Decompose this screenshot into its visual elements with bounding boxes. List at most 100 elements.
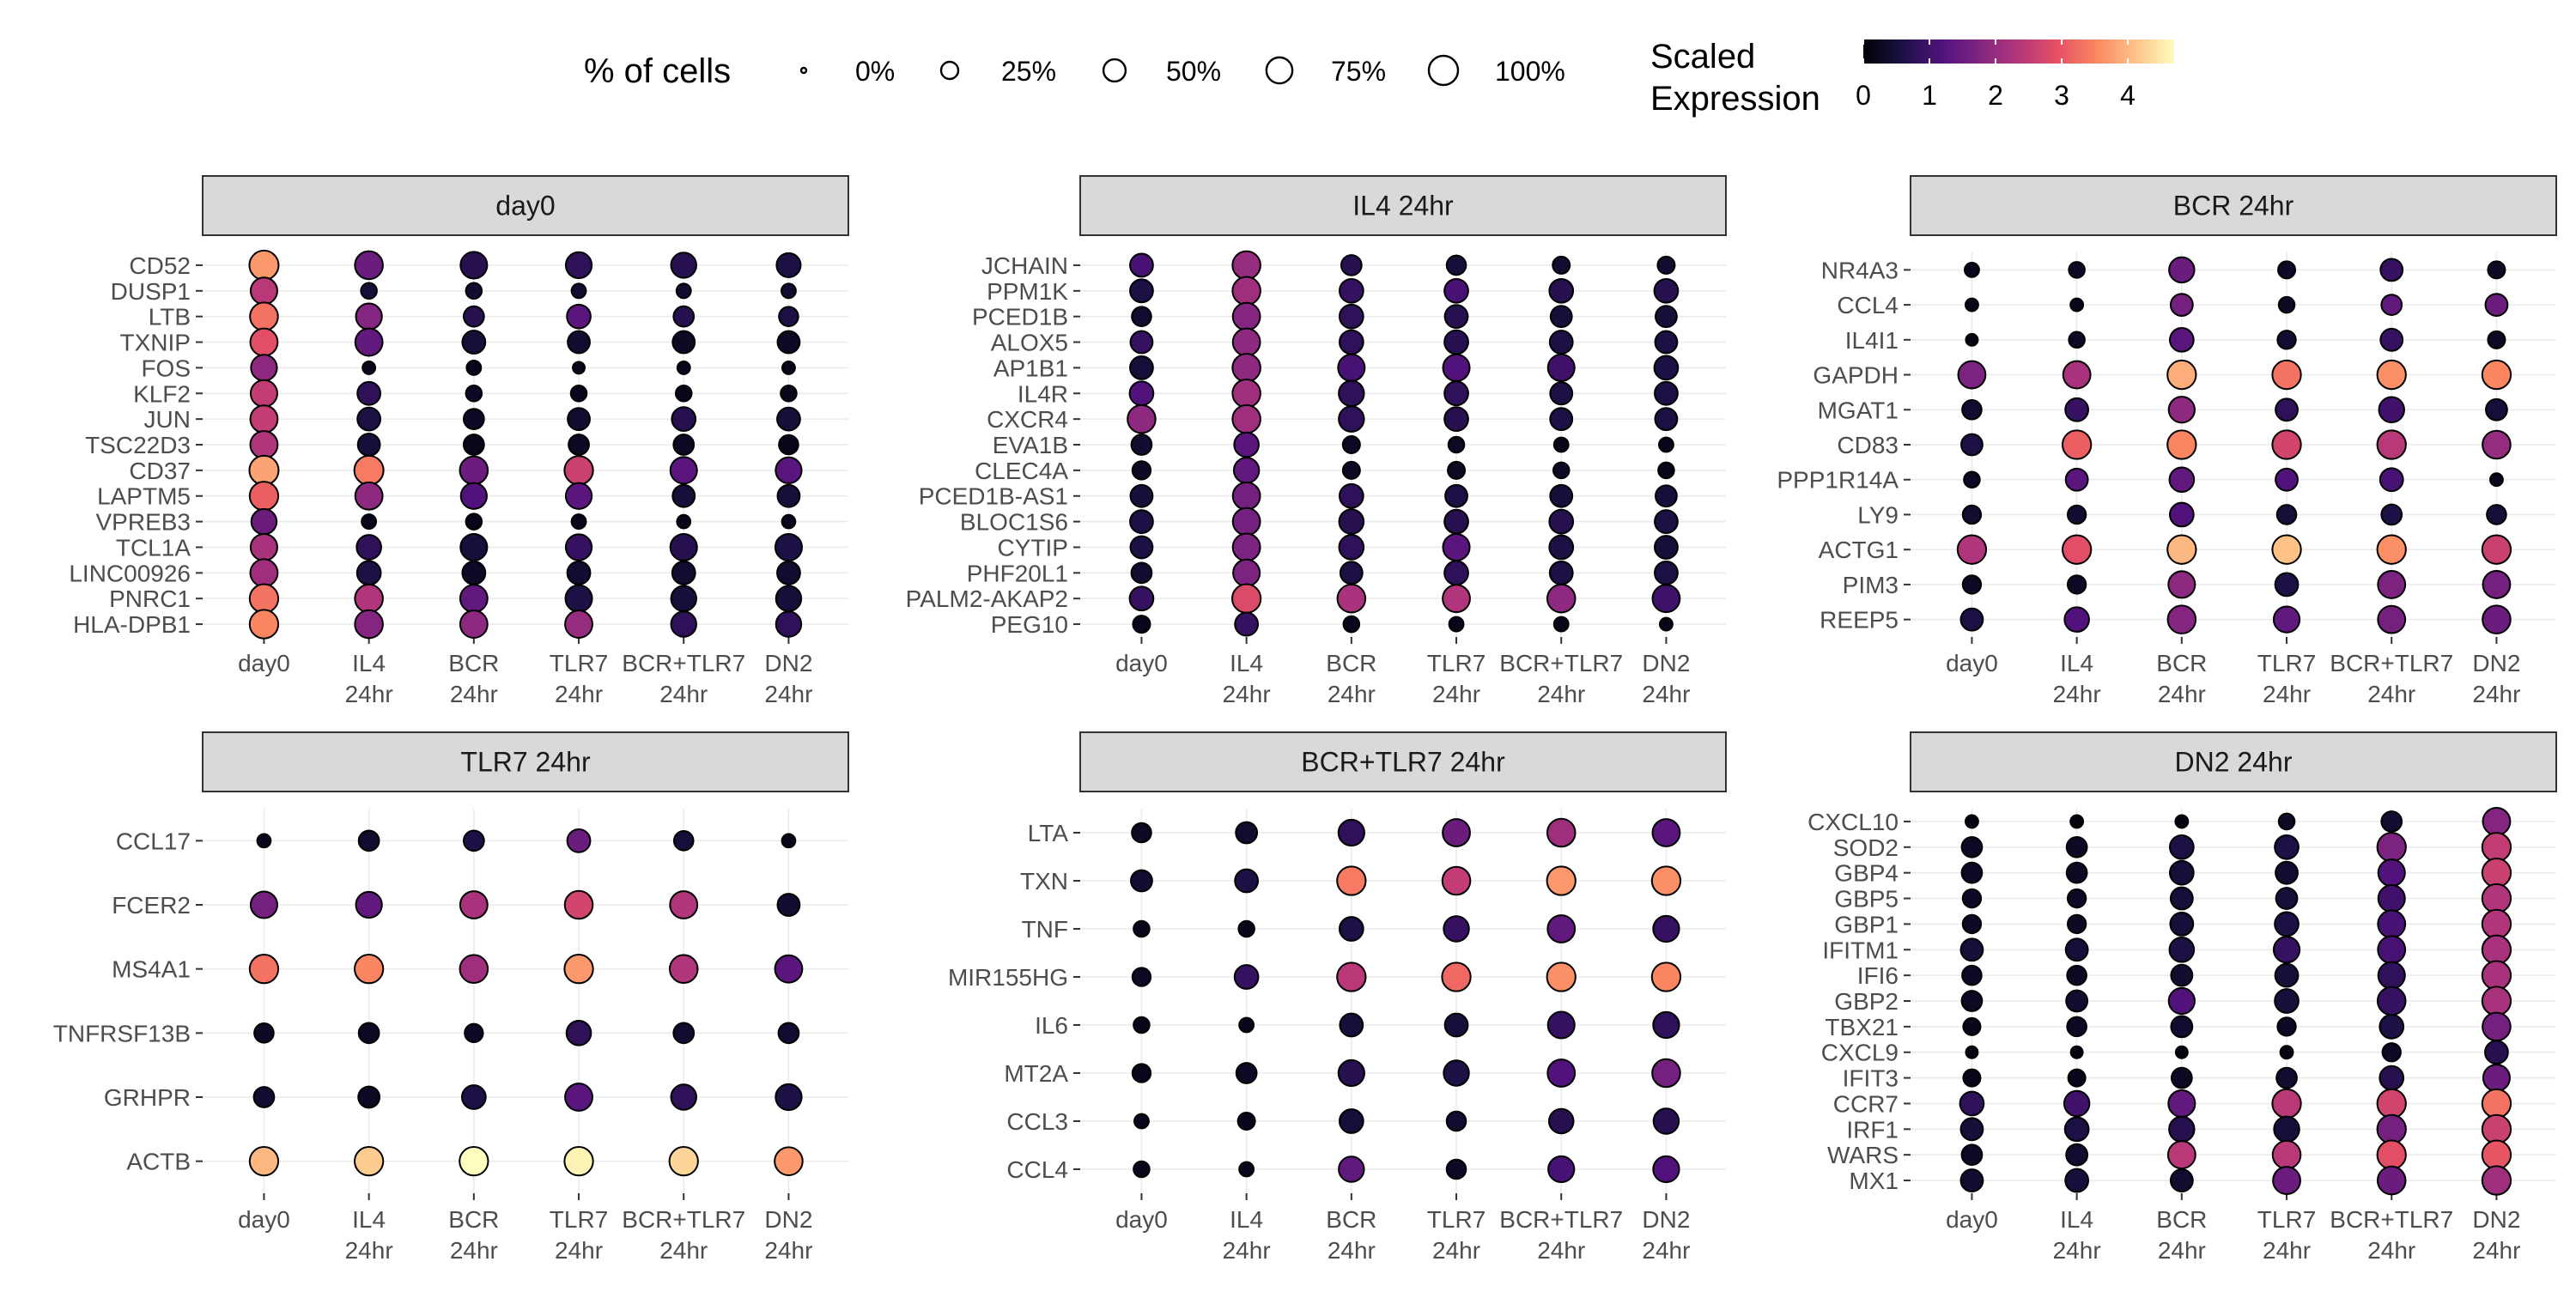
condition-label: DN2 (1642, 1206, 1690, 1233)
dot-point (1442, 532, 1471, 561)
dot-point (361, 513, 378, 531)
dot-point (1231, 532, 1261, 562)
dot-point (2486, 504, 2507, 525)
dot-point (2271, 1088, 2302, 1119)
condition-label: 24hr (2472, 1237, 2520, 1264)
gene-label: CLEC4A (975, 458, 1068, 484)
gene-label: GBP5 (1834, 886, 1899, 913)
dot-point (248, 454, 280, 486)
dot-point (1655, 484, 1678, 508)
dot-point (2376, 1165, 2407, 1196)
dot-point (2064, 397, 2090, 422)
dot-point (2069, 1045, 2084, 1059)
gene-label: KLF2 (133, 380, 191, 407)
dot-point (1652, 1010, 1680, 1040)
dot-point (2489, 472, 2504, 488)
gene-label: SOD2 (1833, 834, 1899, 861)
size-legend-label: 25% (1001, 56, 1056, 87)
color-legend-title-line2: Expression (1650, 80, 1820, 118)
facet-strip-label: DN2 24hr (2175, 747, 2293, 778)
dot-point (1129, 355, 1154, 380)
dot-point (676, 513, 692, 530)
condition-label: day0 (238, 650, 290, 676)
dot-point (1957, 360, 1987, 390)
condition-label: TLR7 (550, 1206, 608, 1233)
gene-label: CCL3 (1006, 1108, 1068, 1135)
dot-point (354, 583, 384, 614)
dot-point (1231, 481, 1261, 511)
dot-point (1445, 254, 1467, 276)
dot-point (668, 1146, 699, 1177)
dot-point (2275, 467, 2299, 492)
dot-point (1235, 1062, 1258, 1084)
dot-point (465, 513, 483, 531)
facet-strip (1079, 175, 1727, 236)
dot-point (1548, 277, 1575, 304)
dot-point (2481, 534, 2512, 565)
dot-point (2376, 986, 2407, 1016)
gene-label: CCR7 (1833, 1090, 1899, 1117)
dot-point (2271, 534, 2302, 565)
dot-point (355, 302, 383, 331)
gene-label: LAPTM5 (97, 483, 191, 510)
dot-point (1238, 1161, 1255, 1178)
dot-point (465, 282, 483, 300)
dot-point (2379, 258, 2404, 282)
gene-label: CXCL10 (1807, 809, 1899, 835)
dot-point (2277, 295, 2296, 314)
dot-point (1342, 615, 1361, 634)
dot-point (1442, 584, 1471, 614)
dot-point (670, 252, 697, 279)
dot-point (1231, 378, 1261, 409)
dot-point (1961, 888, 1983, 909)
dot-point (1337, 818, 1365, 847)
dot-point (2481, 1113, 2512, 1144)
gene-label: LTA (1028, 820, 1069, 846)
dot-point (1442, 818, 1471, 847)
gene-label: TCL1A (116, 534, 191, 561)
dot-point (1231, 301, 1261, 331)
dot-point (2064, 1168, 2090, 1193)
dot-point (459, 455, 489, 486)
gene-label: IRF1 (1846, 1116, 1899, 1143)
dot-point (1130, 561, 1153, 585)
facet-strip (1079, 731, 1727, 792)
dot-point (2484, 1040, 2509, 1065)
dot-point (564, 533, 593, 561)
condition-label: 24hr (345, 1237, 393, 1264)
dot-point (1652, 914, 1680, 943)
gene-label: LTB (149, 304, 191, 331)
dot-point (670, 1083, 697, 1111)
dot-point (1657, 461, 1675, 480)
dot-point (2272, 605, 2301, 634)
condition-label: BCR+TLR7 (2330, 650, 2453, 676)
dot-point (1959, 607, 1984, 632)
dot-point (1237, 919, 1255, 938)
dot-point (2482, 807, 2512, 836)
dot-point (2169, 886, 2194, 911)
dot-point (1231, 506, 1261, 537)
dot-point (459, 482, 488, 510)
gene-label: GAPDH (1813, 362, 1899, 389)
dot-point (2481, 960, 2512, 991)
condition-label: BCR (448, 1206, 499, 1233)
gene-label: PEG10 (991, 611, 1068, 638)
dot-point (1338, 508, 1365, 535)
dot-point (2063, 1089, 2091, 1118)
dot-point (1653, 355, 1680, 381)
condition-label: BCR (1326, 650, 1376, 676)
dot-point (460, 1084, 487, 1110)
condition-label: 24hr (345, 681, 393, 707)
condition-label: BCR (448, 650, 499, 676)
dot-point (461, 330, 487, 355)
dot-point (1549, 381, 1574, 406)
dot-point (564, 1083, 593, 1112)
condition-label: 24hr (1537, 681, 1585, 707)
dot-point (1959, 1168, 1984, 1192)
dot-point (355, 560, 382, 586)
dot-point (249, 890, 278, 919)
dot-point (671, 406, 697, 432)
dot-point (2174, 814, 2190, 829)
dot-point (2174, 1045, 2189, 1059)
dot-point (2065, 835, 2088, 858)
